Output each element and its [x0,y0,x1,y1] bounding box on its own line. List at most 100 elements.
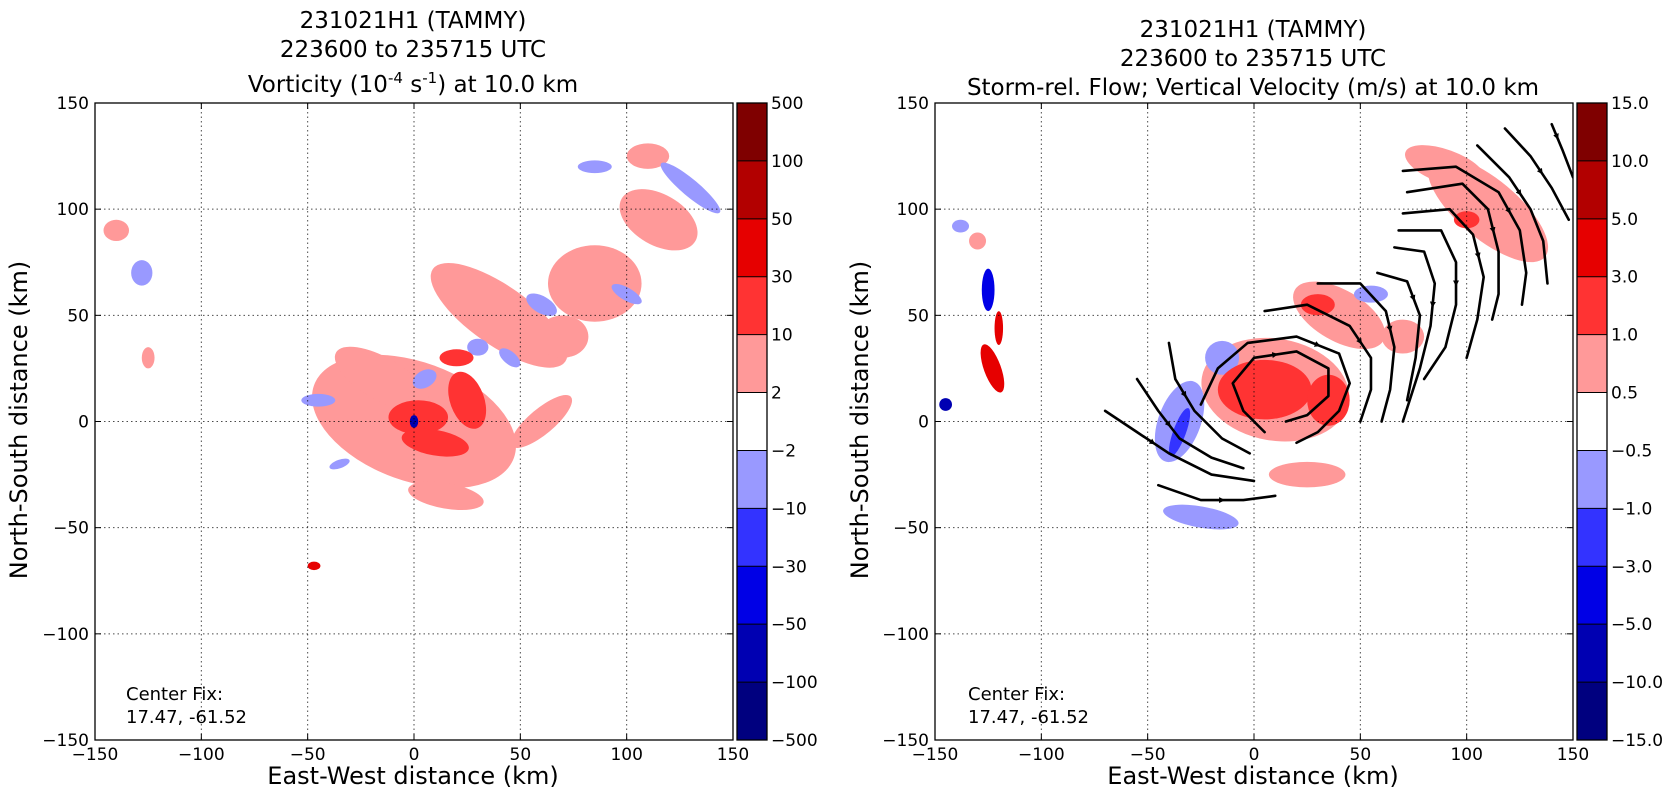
colorbar-band [737,682,767,740]
colorbar-tick-label: 2 [771,384,782,404]
negative-contour-region [981,268,995,312]
colorbar-band [1577,334,1607,393]
field-contours [939,145,1549,530]
colorbar-band [1577,160,1607,219]
positive-contour-region [626,143,670,169]
y-tick-label: 150 [897,94,929,114]
colorbar-band [737,334,767,393]
colorbar-tick-label: −100 [771,673,818,693]
vorticity-title-field: Vorticity (10 [248,72,388,98]
negative-contour-region [1205,340,1240,375]
colorbar-tick-label: −1.0 [1611,499,1652,519]
vorticity-plot-area: −150 −100 −50 0 50 100 150 −150 −100 −50 0 50 100 150 [42,94,749,765]
x-tick-label: 50 [1350,745,1372,765]
velocity-title-line-2: 223600 to 235715 UTC [1120,46,1386,72]
colorbar-band [1577,276,1607,335]
streamline [1550,122,1573,179]
y-tick-label: −150 [42,731,89,751]
negative-contour-region [939,398,953,411]
velocity-plot-area: −150 −100 −50 0 50 100 150 −150 −100 −50 0 50 100 150 [882,94,1589,765]
colorbar-tick-label: 5.0 [1611,210,1638,230]
x-tick-label: 150 [1557,745,1589,765]
positive-contour-region [547,245,642,322]
positive-contour-region [307,561,321,571]
y-tick-label: 50 [67,306,89,326]
vorticity-center-fix-label: Center Fix: [126,684,223,705]
colorbar-tick-label: 30 [771,268,793,288]
positive-contour-region [1453,211,1480,229]
y-tick-label: 50 [907,306,929,326]
negative-contour-region [499,348,521,368]
negative-contour-region [526,293,557,316]
colorbar-band [1577,450,1607,509]
colorbar-tick-label: −10 [771,499,807,519]
x-tick-label: −150 [72,745,119,765]
vorticity-center-fix-value: 17.47, -61.52 [126,707,247,728]
colorbar-band [737,624,767,683]
colorbar-tick-label: −30 [771,557,807,577]
y-tick-label: −50 [893,519,929,539]
positive-contour-region [1307,374,1350,426]
x-tick-label: −50 [1130,745,1166,765]
negative-contour-region [412,369,437,389]
positive-contour-region [103,219,130,242]
velocity-title-line-3: Storm-rel. Flow; Vertical Velocity (m/s)… [967,75,1539,101]
colorbar-tick-label: −5.0 [1611,615,1652,635]
y-tick-label: 0 [78,413,89,433]
colorbar-tick-label: 1.0 [1611,326,1638,346]
y-tick-label: −100 [882,625,929,645]
positive-contour-region [439,349,474,367]
streamline [1231,350,1330,434]
positive-contour-region [1300,294,1335,316]
positive-contour-region [141,347,155,369]
colorbar-tick-label: 10.0 [1611,152,1649,172]
y-tick-label: 150 [57,94,89,114]
streamline [1199,335,1351,445]
vorticity-colorbar: 500 100 50 30 10 2 −2 −10 −30 −50 −100 −500 [736,94,818,751]
vertical-velocity-panel: 231021H1 (TAMMY) 223600 to 235715 UTC St… [846,17,1663,790]
vorticity-y-axis-label: North-South distance (km) [5,261,33,580]
x-tick-label: −50 [290,745,326,765]
vorticity-title-line-1: 231021H1 (TAMMY) [300,8,527,34]
colorbar-band [737,450,767,509]
colorbar-band [1577,218,1607,277]
colorbar-band [1577,508,1607,567]
colorbar-band [737,218,767,277]
vorticity-title-exp1: -4 [388,69,403,87]
colorbar-frame [736,102,768,741]
colorbar-tick-label: −50 [771,615,807,635]
positive-contour-region [980,344,1005,393]
positive-contour-region [619,189,698,251]
colorbar-tick-label: −0.5 [1611,441,1652,461]
colorbar-tick-label: 10 [771,326,793,346]
streamline [1167,341,1252,455]
positive-contour-region [334,346,430,412]
colorbar-band [737,160,767,219]
positive-contour-region [1268,461,1346,488]
colorbar-band [1577,682,1607,740]
colorbar-band [1577,566,1607,625]
velocity-center-fix-value: 17.47, -61.52 [968,707,1089,728]
negative-contour-region [1163,504,1239,530]
streamline [1376,271,1422,402]
x-tick-label: 150 [717,745,749,765]
colorbar-band [737,103,767,161]
colorbar-tick-label: 500 [771,94,803,114]
grid-lines [935,103,1573,740]
vorticity-panel: 231021H1 (TAMMY) 223600 to 235715 UTC Vo… [5,8,818,790]
colorbar-tick-label: −3.0 [1611,557,1652,577]
negative-contour-region [467,338,489,356]
positive-contour-region [430,262,568,368]
negative-contour-region [131,260,153,286]
y-tick-label: −100 [42,625,89,645]
velocity-x-axis-label: East-West distance (km) [1107,762,1398,790]
x-tick-label: 0 [1249,745,1260,765]
velocity-center-fix-label: Center Fix: [968,684,1065,705]
y-tick-label: 0 [918,413,929,433]
grid-lines [95,103,733,740]
colorbar-tick-label: −2 [771,441,796,461]
negative-contour-region [952,219,970,233]
positive-contour-region [448,371,487,429]
vorticity-x-axis-label: East-West distance (km) [267,762,558,790]
x-tick-label: −100 [178,745,225,765]
